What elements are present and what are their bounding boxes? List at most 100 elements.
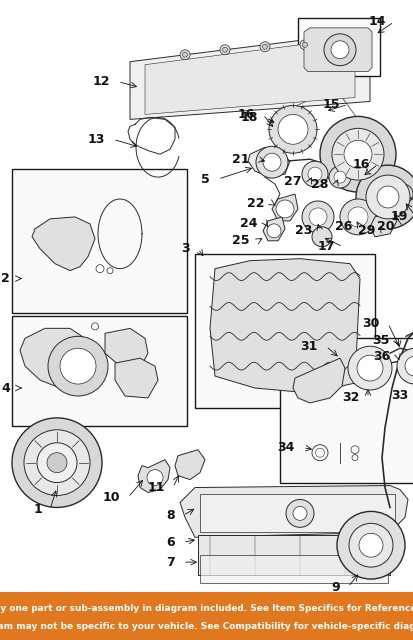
Polygon shape <box>20 328 90 388</box>
Polygon shape <box>130 40 369 120</box>
Circle shape <box>299 40 309 50</box>
Text: 35: 35 <box>372 334 389 347</box>
Circle shape <box>351 454 357 461</box>
Circle shape <box>47 452 67 472</box>
Text: 26: 26 <box>334 220 351 234</box>
Circle shape <box>60 348 96 384</box>
Circle shape <box>328 166 350 188</box>
Circle shape <box>255 147 287 178</box>
Circle shape <box>259 42 269 52</box>
Circle shape <box>404 356 413 376</box>
Text: 32: 32 <box>342 392 359 404</box>
Polygon shape <box>247 147 289 177</box>
Circle shape <box>348 524 392 567</box>
Text: 36: 36 <box>372 349 389 363</box>
Text: 17: 17 <box>317 240 334 253</box>
Circle shape <box>147 470 163 486</box>
Text: 31: 31 <box>300 340 317 353</box>
Circle shape <box>219 45 230 55</box>
Circle shape <box>266 224 280 238</box>
Text: 19: 19 <box>390 211 407 223</box>
Text: 29: 29 <box>357 225 374 237</box>
Circle shape <box>347 207 367 227</box>
Polygon shape <box>105 328 147 368</box>
Text: 1: 1 <box>33 503 42 516</box>
Circle shape <box>350 445 358 454</box>
Text: 16: 16 <box>237 108 254 121</box>
Circle shape <box>292 506 306 520</box>
Circle shape <box>311 445 327 461</box>
Circle shape <box>323 34 355 66</box>
Text: 4: 4 <box>1 381 10 394</box>
Text: 8: 8 <box>166 509 175 522</box>
Circle shape <box>343 140 371 168</box>
Circle shape <box>302 42 307 47</box>
Text: 25: 25 <box>232 234 249 247</box>
Circle shape <box>319 116 395 192</box>
Text: 3: 3 <box>181 242 190 255</box>
Circle shape <box>12 418 102 508</box>
Bar <box>297 18 379 76</box>
Text: 2: 2 <box>1 272 10 285</box>
Circle shape <box>37 443 77 483</box>
Text: 27: 27 <box>284 175 301 188</box>
Circle shape <box>376 186 398 208</box>
Polygon shape <box>292 358 344 403</box>
Bar <box>279 339 413 483</box>
Text: 15: 15 <box>322 98 339 111</box>
Circle shape <box>356 355 382 381</box>
Circle shape <box>262 44 267 49</box>
Text: 13: 13 <box>88 132 105 146</box>
Bar <box>12 169 187 314</box>
Text: 30: 30 <box>362 317 379 330</box>
Text: 12: 12 <box>92 75 110 88</box>
Text: 23: 23 <box>294 225 311 237</box>
Text: Diagram may not be specific to your vehicle. See Compatibility for vehicle-speci: Diagram may not be specific to your vehi… <box>0 622 413 631</box>
Text: 9: 9 <box>330 580 339 593</box>
Circle shape <box>311 227 331 247</box>
Polygon shape <box>145 45 354 115</box>
Circle shape <box>330 41 348 59</box>
Text: 7: 7 <box>166 556 175 569</box>
Circle shape <box>339 199 375 235</box>
Text: 33: 33 <box>390 390 407 403</box>
Text: Only one part or sub-assembly in diagram included. See Item Specifics for Refere: Only one part or sub-assembly in diagram… <box>0 604 413 613</box>
Polygon shape <box>138 460 170 493</box>
Circle shape <box>285 499 313 527</box>
Circle shape <box>107 268 113 274</box>
Text: 18: 18 <box>240 111 257 124</box>
Text: 28: 28 <box>310 177 327 191</box>
Text: 10: 10 <box>102 491 120 504</box>
Text: 20: 20 <box>377 220 394 234</box>
Circle shape <box>275 200 293 218</box>
Circle shape <box>277 115 307 144</box>
Circle shape <box>396 348 413 384</box>
Bar <box>12 316 187 426</box>
Circle shape <box>331 129 383 180</box>
Polygon shape <box>32 217 95 271</box>
Bar <box>195 253 374 408</box>
Bar <box>197 535 389 575</box>
Text: 11: 11 <box>147 481 165 494</box>
Text: 5: 5 <box>201 173 209 186</box>
Polygon shape <box>271 194 297 221</box>
Polygon shape <box>209 259 359 393</box>
Circle shape <box>392 184 412 204</box>
Circle shape <box>48 336 108 396</box>
Text: 34: 34 <box>277 441 294 454</box>
Circle shape <box>315 448 324 457</box>
Circle shape <box>358 533 382 557</box>
Circle shape <box>182 52 187 57</box>
Text: 16: 16 <box>352 157 369 171</box>
Circle shape <box>24 430 90 495</box>
Polygon shape <box>115 358 158 398</box>
Circle shape <box>355 165 413 229</box>
Circle shape <box>91 323 98 330</box>
Polygon shape <box>262 217 284 241</box>
Circle shape <box>333 171 345 183</box>
Circle shape <box>347 346 391 390</box>
Circle shape <box>301 201 333 233</box>
Circle shape <box>222 47 227 52</box>
Circle shape <box>365 175 409 219</box>
Circle shape <box>180 50 190 60</box>
